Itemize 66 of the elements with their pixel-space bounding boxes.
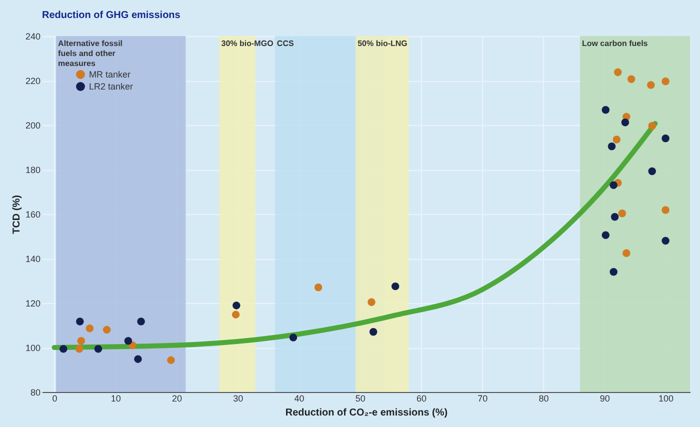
point [627, 75, 636, 84]
legend-label: LR2 tanker [89, 82, 134, 92]
x-axis-title: Reduction of CO₂-e emissions (%) [285, 408, 448, 418]
y-tick-label: 140 [25, 254, 40, 264]
point [602, 106, 610, 114]
point [391, 282, 400, 290]
point [102, 326, 111, 334]
point [76, 318, 84, 326]
point [610, 181, 618, 189]
band-label: 50% bio-LNG [358, 39, 408, 48]
point [647, 81, 655, 89]
point [622, 249, 630, 258]
point [134, 355, 142, 363]
point [137, 318, 145, 326]
point [662, 78, 670, 86]
y-tick-label: 180 [25, 165, 40, 175]
x-tick-label: 70 [478, 394, 488, 404]
band-label: 30% bio-MGO [221, 39, 274, 48]
x-tick-label: 0 [52, 394, 58, 404]
point [662, 206, 670, 214]
x-tick-label: 90 [600, 394, 610, 404]
point [610, 268, 618, 276]
point [75, 344, 84, 353]
point [232, 302, 240, 310]
x-tick-label: 80 [538, 394, 549, 404]
point [124, 336, 132, 345]
band-label: Alternative fossil fuels and other measures [58, 39, 123, 68]
x-tick-label: 60 [416, 394, 427, 404]
x-tick-label: 20 [172, 394, 182, 404]
y-tick-label: 100 [25, 343, 40, 353]
x-tick-label: 100 [658, 394, 674, 404]
point [612, 136, 621, 144]
point [86, 324, 94, 332]
point [314, 284, 322, 292]
point [648, 167, 656, 176]
point [618, 209, 626, 218]
band-label: Low carbon fuels [582, 39, 648, 48]
y-tick-label: 240 [25, 32, 40, 42]
point [621, 118, 630, 126]
y-axis-title: TCD (%) [11, 195, 22, 234]
point [602, 231, 610, 240]
legend-label: MR tanker [89, 70, 131, 80]
y-tick-label: 200 [25, 120, 40, 130]
band-label: CCS [276, 39, 294, 48]
point [94, 344, 102, 353]
chart-title: Reduction of GHG emissions [42, 10, 181, 21]
point [167, 356, 175, 364]
point [368, 298, 376, 306]
point [614, 68, 622, 76]
point [610, 213, 619, 221]
point [608, 142, 616, 150]
x-tick-label: 40 [294, 394, 304, 404]
point [369, 328, 378, 336]
y-tick-label: 160 [25, 210, 40, 220]
point [60, 344, 68, 353]
point [232, 310, 240, 318]
point [662, 134, 670, 142]
point [77, 336, 85, 345]
point [289, 334, 298, 342]
x-tick-label: 30 [233, 394, 244, 404]
point [662, 236, 670, 245]
y-tick-label: 120 [25, 298, 40, 308]
point [648, 122, 656, 130]
x-tick-label: 50 [355, 394, 366, 404]
y-tick-label: 220 [25, 76, 40, 86]
x-tick-label: 10 [110, 394, 121, 404]
